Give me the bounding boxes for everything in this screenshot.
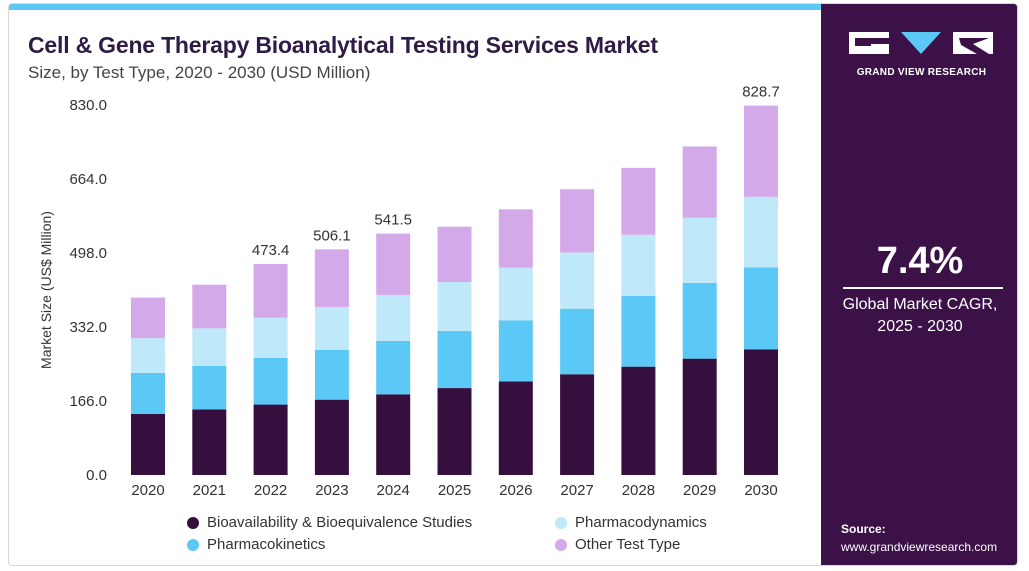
gvr-logo-icon [849,32,993,54]
x-tick-label: 2030 [744,482,777,499]
bar-segment-2028-3 [621,167,656,235]
bar-segment-2025-2 [437,281,472,332]
bar-segment-2025-3 [437,226,472,282]
legend-item: Pharmacodynamics [555,514,707,531]
y-tick-label: 0.0 [86,467,107,484]
bar-segment-2024-1 [376,340,411,395]
source-label: Source: [841,522,886,536]
y-tick-label: 166.0 [69,393,107,410]
x-tick-label: 2022 [254,482,287,499]
bar-segment-2020-3 [131,297,165,339]
bar-segment-2028-0 [621,366,656,475]
bar-segment-2020-2 [131,338,165,373]
brand-name: GRAND VIEW RESEARCH [856,67,987,78]
legend-swatch-icon [187,538,199,551]
bar-segment-2026-1 [498,320,533,382]
bar-segment-2020-1 [131,372,165,414]
y-tick-label: 830.0 [69,97,107,114]
cagr-label-line1: Global Market CAGR, [842,296,998,313]
total-value-label: 506.1 [313,227,351,244]
total-value-label: 541.5 [374,212,412,229]
x-tick-label: 2028 [622,482,655,499]
brand-logo: GRAND VIEW RESEARCH [849,30,994,78]
bar-segment-2024-2 [376,294,411,341]
bar-segment-2021-2 [192,328,227,366]
bar-segment-2023-2 [314,306,349,350]
total-value-label: 473.4 [252,242,290,259]
bar-segment-2020-0 [131,413,165,475]
legend-swatch-icon [187,516,199,529]
x-tick-label: 2021 [193,482,226,499]
sidebar: GRAND VIEW RESEARCH 7.4% Global Market C… [821,4,1017,565]
bar-segment-2030-1 [744,267,778,350]
bar-segment-2024-0 [376,394,411,475]
bar-segment-2023-3 [314,249,349,307]
cagr-value: 7.4% [876,240,964,282]
x-tick-label: 2026 [499,482,532,499]
source-link[interactable]: www.grandviewresearch.com [841,540,998,554]
bar-segment-2029-3 [682,146,717,218]
legend-swatch-icon [555,538,567,551]
total-value-label: 828.7 [742,84,780,101]
bar-segment-2026-2 [498,267,533,321]
bar-segment-2023-0 [314,399,349,475]
bar-segment-2029-0 [682,358,717,475]
x-tick-label: 2025 [438,482,471,499]
x-tick-label: 2020 [131,482,164,499]
bar-segment-2029-2 [682,217,717,283]
bar-segment-2027-2 [560,252,595,309]
bar-segment-2030-0 [744,349,778,475]
legend-item: Other Test Type [555,536,680,553]
legend-label: Pharmacodynamics [575,514,707,531]
legend-swatch-icon [555,516,567,529]
y-tick-label: 664.0 [69,171,107,188]
cagr-label: Global Market CAGR, 2025 - 2030 [821,294,1017,338]
bar-segment-2028-1 [621,295,656,367]
bar-segment-2026-3 [498,209,533,268]
legend: Bioavailability & Bioequivalence Studies… [187,514,747,558]
legend-item: Bioavailability & Bioequivalence Studies [187,514,472,531]
y-tick-label: 498.0 [69,245,107,262]
accent-bar [9,4,821,10]
bar-segment-2022-1 [253,357,288,405]
bar-segment-2022-3 [253,263,288,318]
legend-label: Other Test Type [575,536,681,553]
divider [843,287,1003,289]
chart-card: Cell & Gene Therapy Bioanalytical Testin… [8,3,1018,566]
bar-segment-2028-2 [621,234,656,296]
legend-item: Pharmacokinetics [187,536,325,553]
bar-segment-2029-1 [682,282,717,359]
bar-segment-2024-3 [376,233,411,295]
bar-segment-2027-0 [560,374,595,475]
x-tick-label: 2024 [377,482,410,499]
bar-segment-2027-3 [560,189,595,253]
y-axis-label: Market Size (US$ Million) [38,211,54,369]
bar-segment-2021-0 [192,409,227,475]
chart-title: Cell & Gene Therapy Bioanalytical Testin… [28,32,658,58]
x-tick-label: 2023 [315,482,348,499]
x-tick-label: 2027 [560,482,593,499]
bar-segment-2021-1 [192,365,227,410]
bar-segment-2030-3 [744,105,778,197]
chart-subtitle: Size, by Test Type, 2020 - 2030 (USD Mil… [28,63,371,82]
x-tick-label: 2029 [683,482,716,499]
cagr-label-line2: 2025 - 2030 [877,318,963,335]
bar-segment-2022-0 [253,404,288,475]
y-tick-label: 332.0 [69,319,107,336]
bar-segment-2022-2 [253,317,288,358]
bar-segment-2030-2 [744,196,778,268]
bar-chart: Market Size (US$ Million) 0.0 166.0 332.0 49… [38,84,780,499]
bar-segment-2021-3 [192,284,227,329]
bar-segment-2027-1 [560,308,595,375]
bar-segment-2025-1 [437,331,472,389]
legend-label: Bioavailability & Bioequivalence Studies [207,514,473,531]
bar-segment-2026-0 [498,381,533,475]
bar-segment-2025-0 [437,388,472,475]
legend-label: Pharmacokinetics [207,536,326,553]
bar-segment-2023-1 [314,349,349,400]
